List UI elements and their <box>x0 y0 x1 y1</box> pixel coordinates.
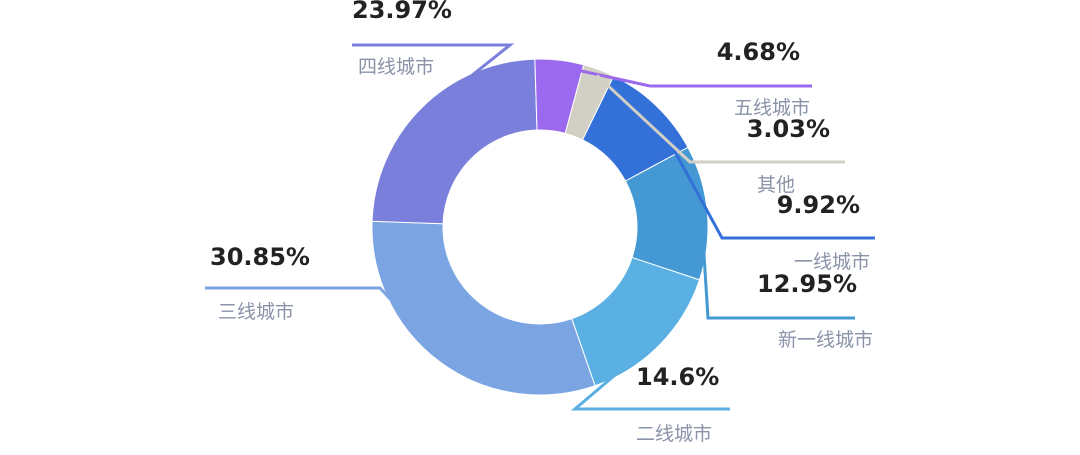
slices-layer <box>371 58 709 396</box>
leader-line-0 <box>650 109 875 240</box>
leader-line-2 <box>570 339 730 411</box>
leader-line-6 <box>595 74 845 164</box>
slice-category-label-0: 一线城市 <box>794 251 870 273</box>
slice-percent-label-0: 9.92% <box>777 191 860 219</box>
slice-percent-label-5: 4.68% <box>717 38 800 66</box>
leader-line-3 <box>205 286 445 359</box>
leader-line-4 <box>352 43 515 114</box>
slice-category-label-1: 新一线城市 <box>778 329 873 351</box>
slice-category-label-6: 其他 <box>757 174 795 196</box>
slice-percent-label-4: 23.97% <box>352 0 452 24</box>
slice-percent-label-6: 3.03% <box>747 115 830 143</box>
slice-4 <box>371 58 538 225</box>
slice-6 <box>564 64 615 141</box>
slice-category-label-2: 二线城市 <box>636 423 712 445</box>
slice-category-label-4: 四线城市 <box>358 56 434 78</box>
leader-line-5 <box>558 64 812 88</box>
leader-lines-layer <box>205 43 875 411</box>
slice-percent-label-1: 12.95% <box>757 270 857 298</box>
slice-category-label-3: 三线城市 <box>218 301 294 323</box>
slice-percent-label-2: 14.6% <box>636 363 719 391</box>
slice-percent-label-3: 30.85% <box>210 243 310 271</box>
slice-category-label-5: 五线城市 <box>734 97 810 119</box>
slice-3 <box>371 220 596 396</box>
leader-line-1 <box>699 212 855 320</box>
